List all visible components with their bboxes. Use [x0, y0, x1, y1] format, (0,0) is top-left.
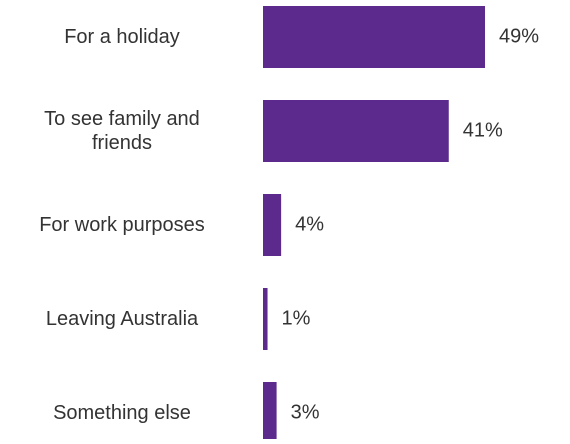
bar: [263, 382, 277, 444]
value-label: 41%: [463, 119, 503, 141]
value-label: 3%: [291, 401, 320, 423]
bar: [263, 288, 268, 350]
value-label: 49%: [499, 25, 539, 47]
value-label: 4%: [295, 213, 324, 235]
bar: [263, 194, 282, 256]
category-label: For work purposes: [39, 214, 205, 236]
category-label: Something else: [53, 402, 191, 424]
category-label: For a holiday: [64, 26, 180, 48]
bar: [263, 6, 485, 68]
bar: [263, 100, 449, 162]
value-label: 1%: [282, 307, 311, 329]
category-label: To see family and friends: [44, 108, 200, 154]
category-label: Leaving Australia: [45, 308, 199, 330]
